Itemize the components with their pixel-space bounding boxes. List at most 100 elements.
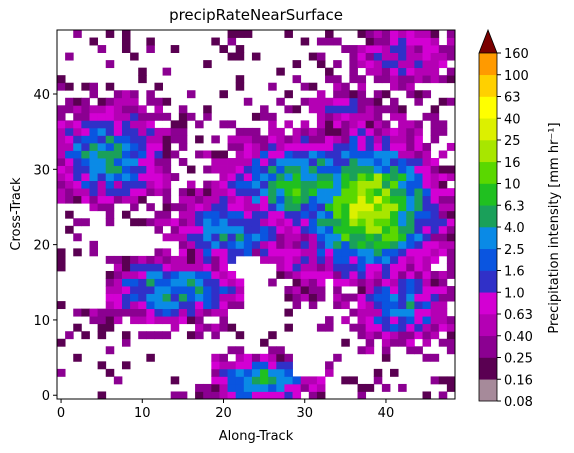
heatmap-cell: [146, 203, 155, 212]
heatmap-cell: [316, 188, 326, 197]
heatmap-cell: [373, 37, 383, 46]
heatmap-cell: [138, 67, 147, 76]
heatmap-cell: [422, 37, 432, 46]
heatmap-cell: [57, 263, 66, 272]
heatmap-cell: [430, 225, 440, 234]
heatmap-cell: [97, 112, 107, 121]
heatmap-cell: [381, 218, 391, 227]
heatmap-cell: [260, 188, 269, 197]
heatmap-cell: [373, 293, 383, 302]
heatmap-cell: [373, 52, 383, 61]
heatmap-cell: [268, 225, 277, 234]
heatmap-cell: [121, 90, 131, 99]
heatmap-cell: [178, 233, 188, 242]
heatmap-cell: [130, 158, 139, 166]
heatmap-cell: [414, 203, 423, 212]
heatmap-cell: [195, 188, 204, 197]
heatmap-cell: [268, 210, 277, 219]
heatmap-cell: [349, 293, 358, 302]
heatmap-cell: [235, 30, 245, 38]
heatmap-cell: [430, 323, 440, 332]
heatmap-cell: [211, 158, 220, 166]
heatmap-cell: [97, 142, 107, 151]
heatmap-cell: [162, 301, 172, 310]
heatmap-cell: [422, 293, 432, 302]
heatmap-cell: [398, 203, 407, 212]
heatmap-cell: [308, 105, 318, 114]
heatmap-cell: [365, 180, 375, 189]
heatmap-cell: [178, 225, 188, 234]
heatmap-cell: [65, 52, 74, 61]
heatmap-cell: [325, 135, 334, 144]
heatmap-cell: [178, 142, 188, 151]
heatmap-cell: [268, 173, 277, 182]
heatmap-cell: [422, 75, 432, 84]
heatmap-cell: [170, 278, 180, 287]
heatmap-cell: [105, 105, 115, 114]
heatmap-cell: [186, 195, 196, 204]
heatmap-cell: [211, 195, 220, 204]
heatmap-cell: [398, 52, 407, 61]
heatmap-cell: [138, 158, 147, 166]
heatmap-cell: [422, 158, 432, 166]
heatmap-cell: [203, 248, 212, 257]
heatmap-cell: [276, 376, 285, 385]
heatmap-cell: [251, 173, 261, 182]
heatmap-cell: [292, 278, 302, 287]
heatmap-cell: [130, 263, 139, 272]
heatmap-cell: [195, 278, 204, 287]
heatmap-cell: [349, 240, 358, 249]
heatmap-cell: [300, 180, 310, 189]
heatmap-cell: [414, 142, 423, 151]
heatmap-cell: [260, 158, 269, 166]
heatmap-cell: [292, 218, 302, 227]
heatmap-cell: [292, 248, 302, 257]
heatmap-cell: [422, 142, 432, 151]
heatmap-cell: [390, 240, 399, 249]
heatmap-cell: [446, 346, 456, 355]
heatmap-cell: [406, 158, 415, 166]
heatmap-cell: [243, 376, 253, 385]
heatmap-cell: [398, 60, 407, 69]
heatmap-cell: [390, 97, 399, 106]
heatmap-cell: [422, 203, 432, 212]
heatmap-cell: [138, 270, 147, 279]
heatmap-cell: [381, 210, 391, 219]
heatmap-cell: [357, 75, 367, 84]
heatmap-cell: [349, 263, 358, 272]
heatmap-cell: [260, 248, 269, 257]
heatmap-cell: [381, 142, 391, 151]
heatmap-cell: [308, 82, 318, 91]
heatmap-cell: [381, 338, 391, 347]
heatmap-cell: [57, 127, 66, 136]
heatmap-cell: [446, 67, 456, 76]
heatmap-cell: [130, 316, 139, 325]
heatmap-cell: [219, 165, 228, 174]
heatmap-cell: [365, 293, 375, 302]
heatmap-cell: [138, 218, 147, 227]
heatmap-cell: [178, 188, 188, 197]
heatmap-cell: [211, 218, 220, 227]
heatmap-cell: [284, 383, 293, 392]
heatmap-cell: [243, 233, 253, 242]
heatmap-cell: [333, 263, 342, 272]
heatmap-cell: [422, 210, 432, 219]
heatmap-cell: [211, 323, 220, 332]
heatmap-cell: [81, 188, 90, 197]
heatmap-cell: [154, 210, 163, 219]
heatmap-cell: [130, 270, 139, 279]
heatmap-cell: [73, 30, 82, 38]
heatmap-cell: [308, 97, 318, 106]
heatmap-cell: [276, 391, 285, 400]
heatmap-cell: [105, 127, 115, 136]
heatmap-cell: [251, 52, 261, 61]
heatmap-cells: [57, 30, 456, 400]
heatmap-cell: [235, 75, 245, 84]
heatmap-cell: [227, 286, 237, 294]
heatmap-cell: [219, 270, 228, 279]
heatmap-cell: [333, 293, 342, 302]
heatmap-cell: [243, 30, 253, 38]
heatmap-cell: [365, 323, 375, 332]
heatmap-cell: [97, 195, 107, 204]
heatmap-cell: [438, 323, 448, 332]
